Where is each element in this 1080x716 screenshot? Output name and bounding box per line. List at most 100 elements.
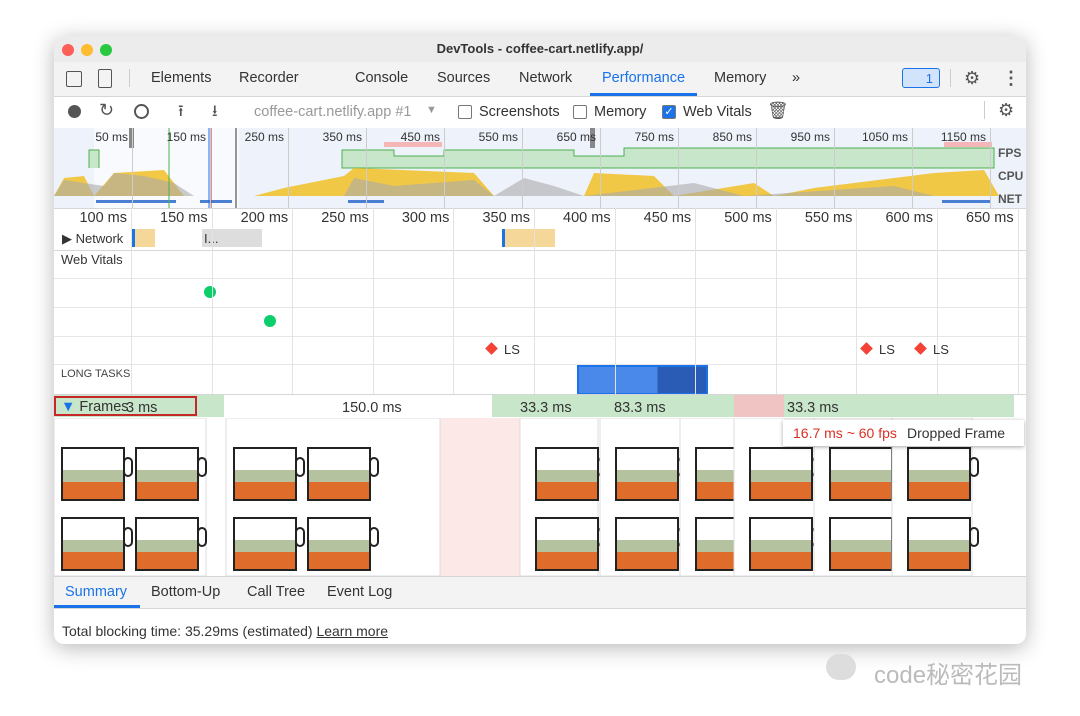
frame-duration: 150.0 ms [342, 400, 402, 416]
overview-tick-label: 350 ms [322, 130, 362, 144]
cup-layer [235, 540, 295, 552]
inspect-icon[interactable] [66, 71, 82, 87]
overview-grid-line [678, 128, 679, 208]
bottom-tab[interactable]: Bottom-Up [151, 584, 221, 600]
timeline-tick-label: 600 ms [885, 210, 933, 226]
cup-handle [295, 527, 305, 547]
tab[interactable]: Memory [714, 70, 767, 86]
timeline-grid-line [614, 208, 616, 394]
tab[interactable]: Elements [151, 70, 212, 86]
layout-shift-marker[interactable] [485, 342, 498, 355]
layout-shift-marker[interactable] [914, 342, 927, 355]
overview-grid-line [600, 128, 601, 208]
handle[interactable] [129, 128, 134, 148]
overview-grid-line [756, 128, 757, 208]
cup-layer [309, 470, 369, 482]
cup-handle [369, 457, 379, 477]
capture-settings[interactable]: ⚙ [998, 100, 1015, 120]
zoom-button[interactable] [100, 44, 112, 56]
network-track[interactable]: ▶ Network [62, 231, 124, 246]
tab[interactable]: Sources [437, 70, 491, 86]
layout-shift-marker[interactable] [860, 342, 873, 355]
cpu-idle-graph [54, 173, 934, 196]
overview-track-label: NET [998, 192, 1022, 206]
handle[interactable] [590, 128, 595, 148]
cup-layer [137, 470, 197, 482]
issues-badge[interactable]: 1 [902, 68, 940, 88]
clear-button[interactable] [134, 104, 149, 119]
cup-layer [63, 552, 123, 569]
screenshots-track [54, 418, 979, 576]
trash-button[interactable]: 🗑 [767, 101, 789, 120]
timeline-tick-label: 150 ms [160, 210, 208, 226]
fps-drop [944, 142, 992, 147]
timeline-grid-line [131, 208, 132, 394]
overview-tick-label: 250 ms [244, 130, 284, 144]
cup-layer [751, 540, 811, 552]
checkbox[interactable]: ✓ [662, 105, 676, 119]
fps-graph [88, 147, 995, 169]
fps-drop [384, 142, 442, 147]
reload-button[interactable]: ↻ [99, 100, 115, 120]
frame-duration: 3 ms [126, 400, 158, 416]
cup-layer [751, 470, 811, 482]
timeline-tick-label: 650 ms [966, 210, 1014, 226]
recording-select[interactable]: coffee-cart.netlify.app #1 [254, 104, 412, 120]
dropped-region [440, 418, 520, 576]
tab[interactable]: Console [355, 70, 409, 86]
long-task[interactable] [577, 365, 708, 395]
upload-button[interactable]: ⭱ [178, 103, 184, 120]
cup-layer [235, 470, 295, 482]
timeline-grid-line [856, 208, 858, 394]
fcp-marker[interactable] [204, 286, 216, 298]
cup-layer [137, 482, 197, 499]
overview-tick-label: 450 ms [400, 130, 440, 144]
tab[interactable]: Network [519, 70, 573, 86]
bottom-tab[interactable]: Summary [65, 584, 128, 600]
tab[interactable]: Performance [602, 70, 686, 86]
timeline-grid-line [292, 208, 294, 394]
learn-more-link[interactable]: Learn more [316, 623, 389, 639]
cup-layer [235, 482, 295, 499]
overview-tick-label: 1150 ms [940, 130, 986, 144]
overview-tick-label: 1050 ms [861, 130, 908, 144]
cup-layer [909, 482, 969, 499]
cup-layer [235, 552, 295, 569]
bottom-tab[interactable]: Call Tree [247, 584, 306, 600]
settings-icon[interactable]: ⚙ [964, 68, 981, 88]
tab[interactable]: Recorder [239, 70, 299, 86]
timeline-tick-label: 400 ms [563, 210, 611, 226]
frame-dropped [734, 395, 784, 417]
timeline-grid-line [695, 208, 697, 394]
bottom-tab-bar [54, 577, 1026, 608]
overview-grid-line [522, 128, 523, 208]
download-button[interactable]: ⭳ [212, 103, 218, 120]
cup-handle [969, 457, 979, 477]
checkbox[interactable] [458, 105, 472, 119]
frame-duration: 33.3 ms [520, 400, 572, 416]
more-icon[interactable]: ⋮ [1002, 68, 1020, 88]
summary: Total blocking time: 35.29ms (estimated)… [62, 623, 388, 639]
timeline-tick-label: 300 ms [401, 210, 450, 226]
minimize-button[interactable] [81, 44, 93, 56]
cup-layer [537, 552, 597, 569]
close-button[interactable] [62, 44, 74, 56]
dropdown-arrow[interactable]: ▼ [426, 104, 437, 116]
lcp-marker[interactable] [264, 315, 276, 327]
device-icon[interactable] [98, 69, 112, 88]
record-button[interactable] [68, 105, 81, 118]
cup-handle [369, 527, 379, 547]
cup-layer [909, 470, 969, 482]
tab[interactable]: » [792, 70, 801, 86]
checkbox-label: Web Vitals [683, 104, 752, 120]
cup-layer [309, 482, 369, 499]
bottom-tab[interactable]: Event Log [327, 584, 393, 600]
long-tasks-label: LONG TASKS [61, 368, 131, 380]
frames-toggle[interactable]: ▼ Frames [61, 399, 129, 415]
checkbox[interactable] [573, 105, 587, 119]
tab-bar [54, 62, 1026, 96]
tooltip-fps: 16.7 ms ~ 60 fps [793, 425, 897, 441]
cup-handle [123, 527, 133, 547]
timeline-tick-label: 250 ms [321, 210, 369, 226]
overview-track-label: CPU [998, 169, 1024, 183]
